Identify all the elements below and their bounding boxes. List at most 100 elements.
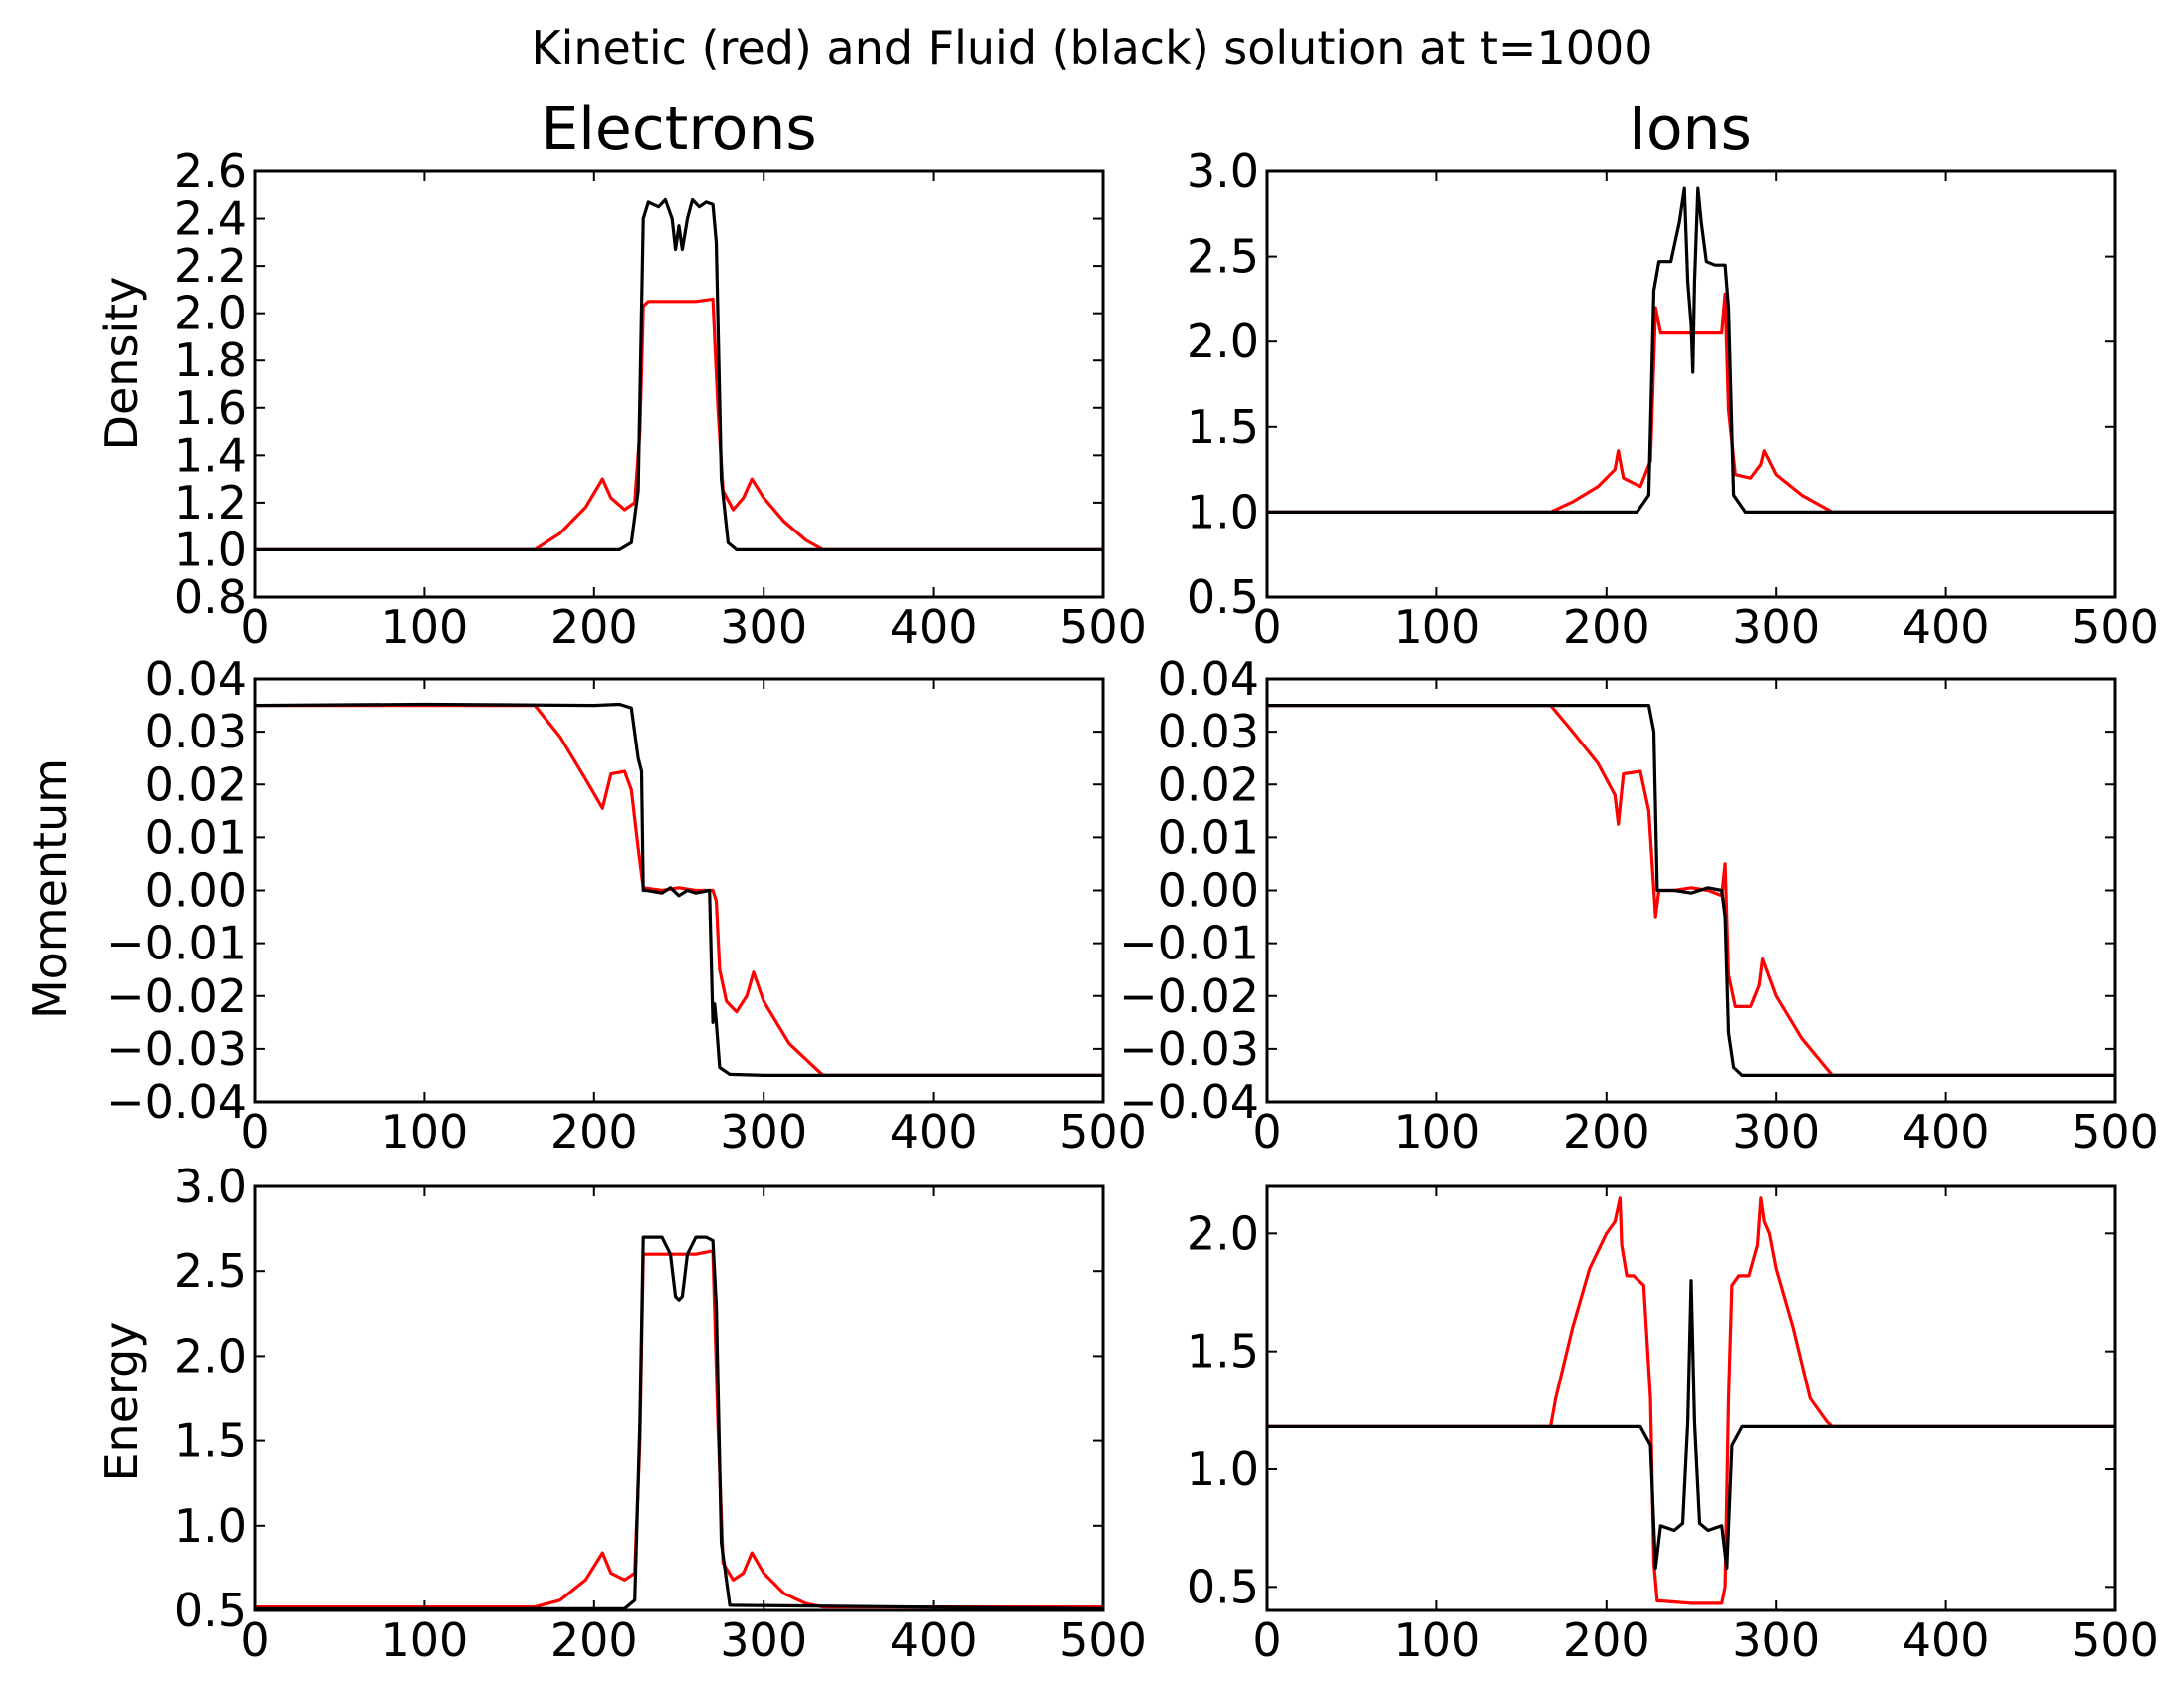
x-tick-label: 0 (1252, 600, 1281, 654)
fluid-line-electrons-energy (255, 1235, 1103, 1610)
kinetic-line-ions-energy (1267, 1196, 2115, 1605)
x-tick-label: 500 (1059, 1613, 1147, 1667)
y-tick-label: 2.5 (1187, 230, 1259, 284)
y-tick-label: 2.5 (174, 1244, 247, 1298)
x-tick-label: 300 (720, 1105, 807, 1159)
y-tick-label: 2.0 (1187, 1206, 1259, 1260)
x-tick-label: 300 (720, 1613, 807, 1667)
y-tick-label: 1.0 (174, 523, 247, 576)
x-tick-label: 500 (1059, 600, 1147, 654)
y-tick-label: 3.0 (1187, 144, 1259, 198)
y-tick-label: 2.4 (174, 192, 247, 246)
x-tick-label: 500 (2072, 600, 2159, 654)
x-tick-label: 200 (550, 1105, 638, 1159)
y-tick-label: −0.02 (107, 969, 247, 1023)
fluid-line-ions-energy (1267, 1279, 2115, 1571)
row-label-density: Density (95, 277, 148, 451)
y-tick-label: −0.01 (107, 917, 247, 970)
y-tick-label: 0.03 (145, 705, 247, 758)
row-label-energy: Energy (95, 1321, 148, 1481)
axes-frame (253, 1184, 1105, 1612)
y-tick-label: 0.5 (174, 1584, 247, 1637)
y-tick-label: 1.5 (1187, 400, 1259, 454)
subplot-ions-momentum: 0 100 200 300 400 500 −0.04−0.03−0.02−0.010.00… (1119, 652, 2159, 1159)
y-tick-label: 1.5 (174, 1414, 247, 1468)
y-tick-label: −0.04 (107, 1075, 247, 1129)
y-tick-label: 0.02 (145, 757, 247, 811)
x-tick-label: 100 (1393, 1613, 1480, 1667)
x-tick-label: 0 (1252, 1105, 1281, 1159)
y-tick-label: 1.8 (174, 333, 247, 387)
axes-frame (1265, 169, 2117, 599)
x-tick-label: 200 (1563, 1105, 1650, 1159)
x-tick-label: 300 (1732, 1105, 1820, 1159)
x-tick-label: 0 (240, 1613, 269, 1667)
y-tick-label: 0.01 (1158, 810, 1259, 864)
axes-frame (253, 169, 1105, 599)
y-tick-label: −0.04 (1119, 1075, 1259, 1129)
kinetic-line-ions-momentum (1267, 703, 2115, 1078)
x-tick-label: 200 (550, 1613, 638, 1667)
fluid-line-ions-density (1267, 186, 2115, 515)
y-tick-label: −0.02 (1119, 969, 1259, 1023)
x-tick-label: 200 (1563, 600, 1650, 654)
x-tick-label: 400 (890, 1105, 978, 1159)
y-tick-label: 0.03 (1158, 705, 1259, 758)
x-tick-label: 100 (1393, 600, 1480, 654)
y-tick-label: 1.0 (1187, 485, 1259, 538)
fluid-line-electrons-momentum (255, 702, 1103, 1078)
y-tick-label: 1.4 (174, 428, 247, 482)
fluid-line-electrons-density (255, 197, 1103, 552)
y-tick-label: −0.01 (1119, 917, 1259, 970)
y-tick-label: 0.00 (145, 864, 247, 918)
y-tick-label: −0.03 (107, 1022, 247, 1076)
y-tick-label: 0.04 (145, 652, 247, 706)
kinetic-line-electrons-momentum (255, 703, 1103, 1078)
x-tick-label: 100 (380, 1613, 468, 1667)
x-tick-label: 0 (240, 1105, 269, 1159)
figure-title: Kinetic (red) and Fluid (black) solution… (531, 21, 1652, 75)
y-tick-label: −0.03 (1119, 1022, 1259, 1076)
x-tick-label: 0 (1252, 1613, 1281, 1667)
y-tick-label: 1.6 (174, 381, 247, 435)
x-tick-label: 400 (890, 1613, 978, 1667)
y-tick-label: 1.2 (174, 476, 247, 530)
y-tick-label: 1.0 (1187, 1442, 1259, 1496)
kinetic-line-ions-density (1267, 292, 2115, 515)
subplot-ions-energy: 0 100 200 300 400 500 0.5 1.0 1.5 2.0 (1187, 1184, 2159, 1667)
y-tick-label: 3.0 (174, 1160, 247, 1213)
y-tick-label: 0.5 (1187, 570, 1259, 624)
axes-frame (253, 677, 1105, 1104)
axes-frame (1265, 677, 2117, 1104)
y-tick-label: 1.5 (1187, 1325, 1259, 1379)
subplot-grid: 0 100 200 300 400 5000.81.01.21.41.61.82.02.2… (107, 144, 2159, 1667)
row-label-momentum: Momentum (23, 758, 77, 1019)
x-tick-label: 500 (2072, 1105, 2159, 1159)
kinetic-line-electrons-density (255, 297, 1103, 552)
x-tick-label: 100 (380, 1105, 468, 1159)
x-tick-label: 500 (2072, 1613, 2159, 1667)
x-tick-label: 200 (1563, 1613, 1650, 1667)
y-tick-label: 0.02 (1158, 757, 1259, 811)
y-tick-label: 0.04 (1158, 652, 1259, 706)
column-title-ions: Ions (1629, 95, 1752, 164)
subplot-electrons-energy: 0 100 200 300 400 500 0.5 1.0 1.5 2.0 2.5 3.0 (174, 1160, 1147, 1667)
y-tick-label: 2.2 (174, 239, 247, 293)
y-tick-label: 2.0 (174, 287, 247, 340)
subplot-ions-density: 0 100 200 300 400 500 0.5 1.0 1.5 2.0 2.5 3.0 (1187, 144, 2159, 654)
x-tick-label: 300 (720, 600, 807, 654)
fluid-line-ions-momentum (1267, 703, 2115, 1078)
x-tick-label: 400 (1902, 600, 1990, 654)
y-tick-label: 0.8 (174, 570, 247, 624)
x-tick-label: 400 (1902, 1613, 1990, 1667)
x-tick-label: 400 (1902, 1105, 1990, 1159)
x-tick-label: 100 (1393, 1105, 1480, 1159)
x-tick-label: 500 (1059, 1105, 1147, 1159)
y-tick-label: 2.6 (174, 144, 247, 198)
x-tick-label: 0 (240, 600, 269, 654)
x-tick-label: 400 (890, 600, 978, 654)
y-tick-label: 0.5 (1187, 1560, 1259, 1613)
subplot-electrons-density: 0 100 200 300 400 500 0.81.01.21.41.61.82.02.2… (174, 144, 1147, 654)
x-tick-label: 300 (1732, 1613, 1820, 1667)
